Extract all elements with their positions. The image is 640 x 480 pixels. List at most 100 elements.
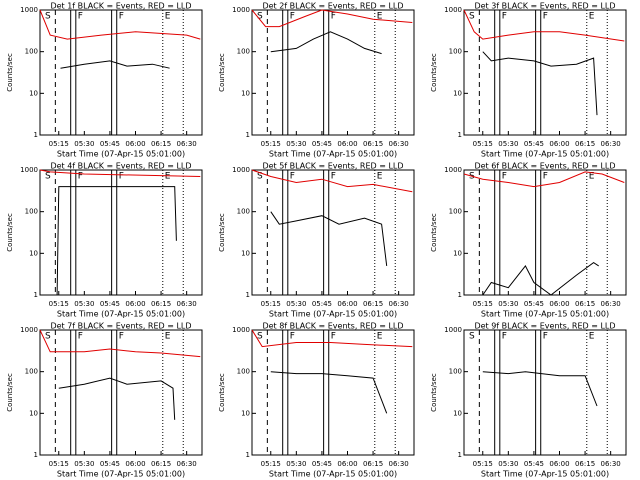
- x-axis-label: Start Time (07-Apr-15 05:01:00): [57, 470, 185, 479]
- series-line: [482, 261, 599, 296]
- y-tick-label: 1: [458, 291, 462, 299]
- x-tick-label: 06:15: [363, 460, 383, 468]
- series-line: [270, 211, 388, 266]
- x-axis-label: Start Time (07-Apr-15 05:01:00): [269, 470, 397, 479]
- y-tick-label: 1: [458, 451, 462, 459]
- series-line: [270, 31, 382, 55]
- x-tick-label: 05:30: [286, 460, 306, 468]
- series-line: [482, 371, 598, 407]
- x-tick-label: 06:00: [549, 140, 569, 148]
- y-axis-label: Counts/sec: [430, 53, 438, 92]
- marker-label: F: [331, 332, 336, 342]
- y-tick-label: 100: [25, 48, 38, 56]
- x-axis-label: Start Time (07-Apr-15 05:01:00): [481, 470, 609, 479]
- marker-label: F: [119, 332, 124, 342]
- y-tick-label: 100: [449, 208, 462, 216]
- plot-frame: [39, 329, 203, 456]
- x-tick-label: 05:45: [100, 140, 120, 148]
- x-tick-label: 06:15: [151, 460, 171, 468]
- x-tick-label: 05:15: [261, 460, 281, 468]
- x-tick-label: 06:00: [549, 460, 569, 468]
- x-tick-label: 05:30: [286, 300, 306, 308]
- series-line: [251, 329, 413, 348]
- y-tick-label: 1000: [232, 166, 250, 174]
- marker-label: F: [543, 12, 548, 22]
- y-tick-label: 100: [25, 208, 38, 216]
- marker-label: E: [589, 12, 595, 22]
- x-tick-label: 05:30: [74, 140, 94, 148]
- y-tick-label: 10: [29, 89, 38, 97]
- x-tick-label: 06:30: [389, 140, 409, 148]
- y-axis-label: Counts/sec: [218, 213, 226, 252]
- x-tick-label: 06:30: [177, 300, 197, 308]
- x-tick-label: 05:15: [49, 140, 69, 148]
- x-tick-label: 05:45: [312, 300, 332, 308]
- y-tick-label: 10: [29, 409, 38, 417]
- x-tick-label: 05:15: [473, 140, 493, 148]
- x-tick-label: 06:00: [337, 460, 357, 468]
- marker-label: S: [45, 12, 51, 22]
- x-tick-label: 05:30: [498, 140, 518, 148]
- y-tick-label: 100: [25, 368, 38, 376]
- y-tick-label: 100: [237, 48, 250, 56]
- y-axis-label: Counts/sec: [6, 213, 14, 252]
- x-tick-label: 05:45: [524, 140, 544, 148]
- y-tick-label: 1000: [444, 166, 462, 174]
- y-tick-label: 1: [34, 131, 38, 139]
- y-tick-label: 10: [29, 249, 38, 257]
- plot-frame: [251, 9, 415, 136]
- plot-frame: [463, 329, 627, 456]
- y-tick-label: 1: [34, 291, 38, 299]
- marker-label: S: [45, 172, 51, 182]
- marker-label: E: [589, 172, 595, 182]
- y-axis-label: Counts/sec: [218, 53, 226, 92]
- x-axis-label: Start Time (07-Apr-15 05:01:00): [57, 310, 185, 319]
- marker-label: E: [165, 172, 171, 182]
- x-tick-label: 05:15: [49, 300, 69, 308]
- series-line: [60, 60, 170, 69]
- marker-label: S: [257, 172, 263, 182]
- x-axis-label: Start Time (07-Apr-15 05:01:00): [57, 150, 185, 159]
- y-tick-label: 1: [34, 451, 38, 459]
- x-tick-label: 06:00: [337, 140, 357, 148]
- x-tick-label: 05:15: [261, 140, 281, 148]
- y-axis-label: Counts/sec: [430, 373, 438, 412]
- panel-title: Det 7f BLACK = Events, RED = LLD: [50, 322, 191, 331]
- x-tick-label: 06:15: [363, 300, 383, 308]
- x-tick-label: 06:30: [177, 140, 197, 148]
- y-axis-label: Counts/sec: [430, 213, 438, 252]
- y-tick-label: 1000: [232, 326, 250, 334]
- y-tick-label: 100: [449, 48, 462, 56]
- y-tick-label: 1: [246, 291, 250, 299]
- x-tick-label: 06:00: [337, 300, 357, 308]
- marker-label: F: [78, 172, 83, 182]
- x-tick-label: 06:15: [575, 140, 595, 148]
- plot-frame: [251, 169, 415, 296]
- panel-title: Det 3f BLACK = Events, RED = LLD: [474, 2, 615, 11]
- y-tick-label: 1000: [20, 6, 38, 14]
- x-tick-label: 05:15: [49, 460, 69, 468]
- x-tick-label: 06:00: [125, 460, 145, 468]
- plot-frame: [463, 9, 627, 136]
- y-tick-label: 1000: [20, 166, 38, 174]
- x-tick-label: 05:45: [524, 460, 544, 468]
- x-tick-label: 06:15: [151, 300, 171, 308]
- x-tick-label: 06:30: [601, 300, 621, 308]
- x-axis-label: Start Time (07-Apr-15 05:01:00): [481, 150, 609, 159]
- marker-label: E: [377, 12, 383, 22]
- series-line: [251, 9, 413, 28]
- marker-label: F: [543, 172, 548, 182]
- x-tick-label: 06:15: [575, 300, 595, 308]
- panel-title: Det 9f BLACK = Events, RED = LLD: [474, 322, 615, 331]
- marker-label: F: [543, 332, 548, 342]
- x-tick-label: 06:30: [177, 460, 197, 468]
- series-line: [463, 9, 625, 42]
- y-tick-label: 1000: [444, 326, 462, 334]
- plot-frame: [463, 169, 627, 296]
- marker-label: F: [119, 12, 124, 22]
- y-axis-label: Counts/sec: [218, 373, 226, 412]
- marker-label: E: [589, 332, 595, 342]
- marker-label: F: [290, 172, 295, 182]
- y-tick-label: 1: [246, 131, 250, 139]
